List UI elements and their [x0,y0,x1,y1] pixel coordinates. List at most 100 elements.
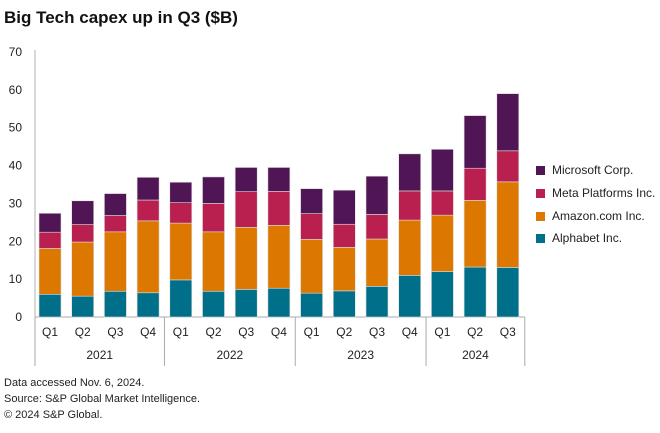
year-label: 2021 [86,348,113,362]
bar-segment [71,241,94,297]
bar-segment [169,279,193,318]
x-tick-label: Q1 [173,325,189,339]
bar-segment [463,115,487,169]
year-label: 2024 [462,348,489,362]
footer-source: Source: S&P Global Market Intelligence. [4,393,201,405]
x-tick-label: Q4 [402,325,418,339]
bar-segment [267,191,291,226]
bar-segment [169,222,193,281]
bar-segment [463,200,487,268]
bar-segment [234,191,258,228]
bar-segment [169,202,193,224]
y-tick-label: 20 [9,234,23,248]
footer-copyright: © 2024 S&P Global. [4,409,103,421]
bar-segment [104,193,127,216]
x-tick-label: Q3 [238,325,254,339]
bar-segment [332,290,356,318]
bar-segment [463,266,487,318]
bar-segment [431,271,454,318]
bar-segment [71,200,94,225]
legend-label: Amazon.com Inc. [552,209,645,223]
bar-segment [234,167,258,192]
bar-segment [71,224,94,243]
x-tick-label: Q4 [271,325,287,339]
bar-segment [398,153,422,192]
legend-swatch [536,233,545,243]
legend-label: Microsoft Corp. [552,163,634,177]
legend-item: Microsoft Corp. [536,163,633,177]
bar-segment [38,293,62,318]
bar-segment [169,181,193,203]
bar-segment [431,148,454,192]
bar-segment [267,167,291,192]
bar-segment [496,181,520,268]
bar-segment [496,93,520,152]
x-tick-label: Q1 [304,325,320,339]
bar-segment [332,247,356,292]
bar-segment [104,231,127,292]
bar-segment [104,290,127,318]
legend-item: Meta Platforms Inc. [536,186,655,200]
bar-segment [136,292,160,318]
y-tick-label: 60 [9,83,23,97]
bar-segment [202,203,225,233]
bar-segment [463,167,487,201]
bar-segment [38,248,62,295]
bar-segment [496,267,520,318]
bar-segment [431,214,454,272]
legend-label: Meta Platforms Inc. [552,186,656,200]
bar-segment [202,176,225,204]
y-tick-label: 0 [15,310,22,324]
bar-segment [332,189,356,225]
bar-segment [202,290,225,318]
x-tick-label: Q1 [42,325,58,339]
y-tick-label: 50 [9,121,23,135]
x-tick-label: Q2 [336,325,352,339]
bar-segment [365,214,389,240]
bar-segment [398,190,422,221]
bar-segment [431,190,454,216]
bar-segment [38,231,62,249]
bar-segment [234,226,258,290]
legend-swatch [536,211,545,221]
x-tick-label: Q2 [467,325,483,339]
bar-segment [267,225,291,289]
year-label: 2023 [347,348,374,362]
bar-segment [267,287,291,318]
bar-segment [496,150,520,183]
legend-item: Alphabet Inc. [536,231,622,245]
x-tick-label: Q3 [369,325,385,339]
bar-segment [300,188,323,214]
bar-segment [234,289,258,318]
x-tick-label: Q3 [500,325,516,339]
x-tick-label: Q3 [107,325,123,339]
year-label: 2022 [216,348,243,362]
y-tick-label: 10 [9,272,23,286]
bar-segment [332,223,356,248]
legend-label: Alphabet Inc. [552,231,623,245]
bar-segment [365,238,389,287]
bar-segment [300,239,323,294]
y-tick-label: 70 [9,45,23,59]
y-tick-label: 40 [9,159,23,173]
bar-segment [38,212,62,233]
y-tick-label: 30 [9,196,23,210]
bar-segment [300,292,323,318]
chart-title: Big Tech capex up in Q3 ($B) [4,8,238,27]
x-tick-label: Q1 [434,325,450,339]
bar-segment [398,219,422,276]
bar-segment [365,175,389,215]
bar-segment [365,286,389,318]
bar-segment [136,220,160,294]
x-tick-label: Q2 [205,325,221,339]
bar-segment [104,215,127,233]
bar-segment [71,295,94,318]
bar-segment [398,275,422,318]
x-tick-label: Q2 [75,325,91,339]
bar-segment [300,213,323,240]
bar-segment [202,231,225,292]
legend-swatch [536,165,545,175]
bar-segment [136,177,160,201]
x-tick-label: Q4 [140,325,156,339]
